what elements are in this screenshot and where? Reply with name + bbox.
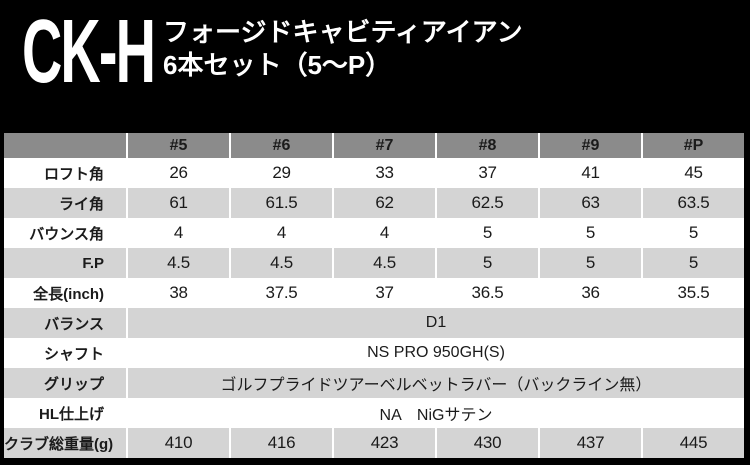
spec-value: 5 (435, 218, 538, 248)
column-header-6: #6 (229, 133, 332, 158)
spec-value: 62.5 (435, 188, 538, 218)
row-label: F.P (82, 254, 104, 272)
row-label: 全長(inch) (33, 285, 104, 303)
spec-value: 5 (641, 218, 744, 248)
spec-value-span: NS PRO 950GH(S) (126, 338, 744, 368)
spec-value: 4 (126, 218, 229, 248)
spec-table: #5 #6 #7 #8 #9 #P ロフト角 26 29 33 37 41 45… (4, 133, 744, 458)
row-total-length: 全長(inch) 38 37.5 37 36.5 36 35.5 (4, 278, 744, 308)
product-subtitle: フォージドキャビティアイアン 6本セット（5～P） (163, 16, 523, 82)
row-label: バウンス角 (29, 225, 104, 243)
row-label: シャフト (43, 345, 104, 363)
spec-value: 33 (332, 158, 435, 188)
product-name: CK-H (22, 2, 156, 102)
spec-value-span: NA NiGサテン (126, 398, 744, 428)
spec-value: 37.5 (229, 278, 332, 308)
row-balance: バランス D1 (4, 308, 744, 338)
column-header-9: #9 (538, 133, 641, 158)
row-grip: グリップ ゴルフプライドツアーベルベットラバー（バックライン無） (4, 368, 744, 398)
row-label: クラブ総重量(g) (4, 435, 114, 453)
spec-value: 4.5 (126, 248, 229, 278)
spec-value: 445 (641, 428, 744, 458)
row-lie-angle: ライ角 61 61.5 62 62.5 63 63.5 (4, 188, 744, 218)
spec-value: 26 (126, 158, 229, 188)
spec-value: 4.5 (332, 248, 435, 278)
row-shaft: シャフト NS PRO 950GH(S) (4, 338, 744, 368)
spec-value-span: D1 (126, 308, 744, 338)
column-header-5: #5 (126, 133, 229, 158)
spec-value: 62 (332, 188, 435, 218)
row-fp: F.P 4.5 4.5 4.5 5 5 5 (4, 248, 744, 278)
spec-value: 37 (332, 278, 435, 308)
subtitle-line-2: 6本セット（5～P） (163, 50, 392, 80)
row-label: グリップ (43, 375, 104, 393)
spec-value: 36 (538, 278, 641, 308)
spec-value: 61.5 (229, 188, 332, 218)
spec-value: 437 (538, 428, 641, 458)
spec-value: 29 (229, 158, 332, 188)
spec-value: 45 (641, 158, 744, 188)
spec-value: 38 (126, 278, 229, 308)
row-bounce-angle: バウンス角 4 4 4 5 5 5 (4, 218, 744, 248)
table-header-row: #5 #6 #7 #8 #9 #P (4, 133, 744, 158)
spec-value-span: ゴルフプライドツアーベルベットラバー（バックライン無） (126, 368, 744, 398)
row-label: HL仕上げ (39, 405, 104, 423)
spec-value: 4.5 (229, 248, 332, 278)
spec-value: 430 (435, 428, 538, 458)
title-bar: CK-H フォージドキャビティアイアン 6本セット（5～P） (0, 0, 750, 133)
spec-value: 410 (126, 428, 229, 458)
spec-value: 61 (126, 188, 229, 218)
spec-value: 36.5 (435, 278, 538, 308)
spec-value: 63 (538, 188, 641, 218)
spec-value: 63.5 (641, 188, 744, 218)
row-label: バランス (44, 315, 104, 333)
row-hl-finish: HL仕上げ NA NiGサテン (4, 398, 744, 428)
column-header-7: #7 (332, 133, 435, 158)
spec-table-container: #5 #6 #7 #8 #9 #P ロフト角 26 29 33 37 41 45… (4, 133, 744, 458)
spec-value: 416 (229, 428, 332, 458)
spec-value: 5 (538, 218, 641, 248)
column-header-p: #P (641, 133, 744, 158)
row-label: ロフト角 (43, 165, 104, 183)
spec-value: 4 (332, 218, 435, 248)
spec-value: 5 (435, 248, 538, 278)
spec-value: 5 (641, 248, 744, 278)
row-loft-angle: ロフト角 26 29 33 37 41 45 (4, 158, 744, 188)
spec-value: 41 (538, 158, 641, 188)
spec-value: 37 (435, 158, 538, 188)
spec-value: 4 (229, 218, 332, 248)
spec-value: 5 (538, 248, 641, 278)
column-header-8: #8 (435, 133, 538, 158)
subtitle-line-1: フォージドキャビティアイアン (163, 17, 523, 47)
spec-value: 423 (332, 428, 435, 458)
row-label: ライ角 (58, 195, 104, 213)
spec-value: 35.5 (641, 278, 744, 308)
row-total-weight: クラブ総重量(g) 410 416 423 430 437 445 (4, 428, 744, 458)
corner-cell (4, 133, 126, 158)
